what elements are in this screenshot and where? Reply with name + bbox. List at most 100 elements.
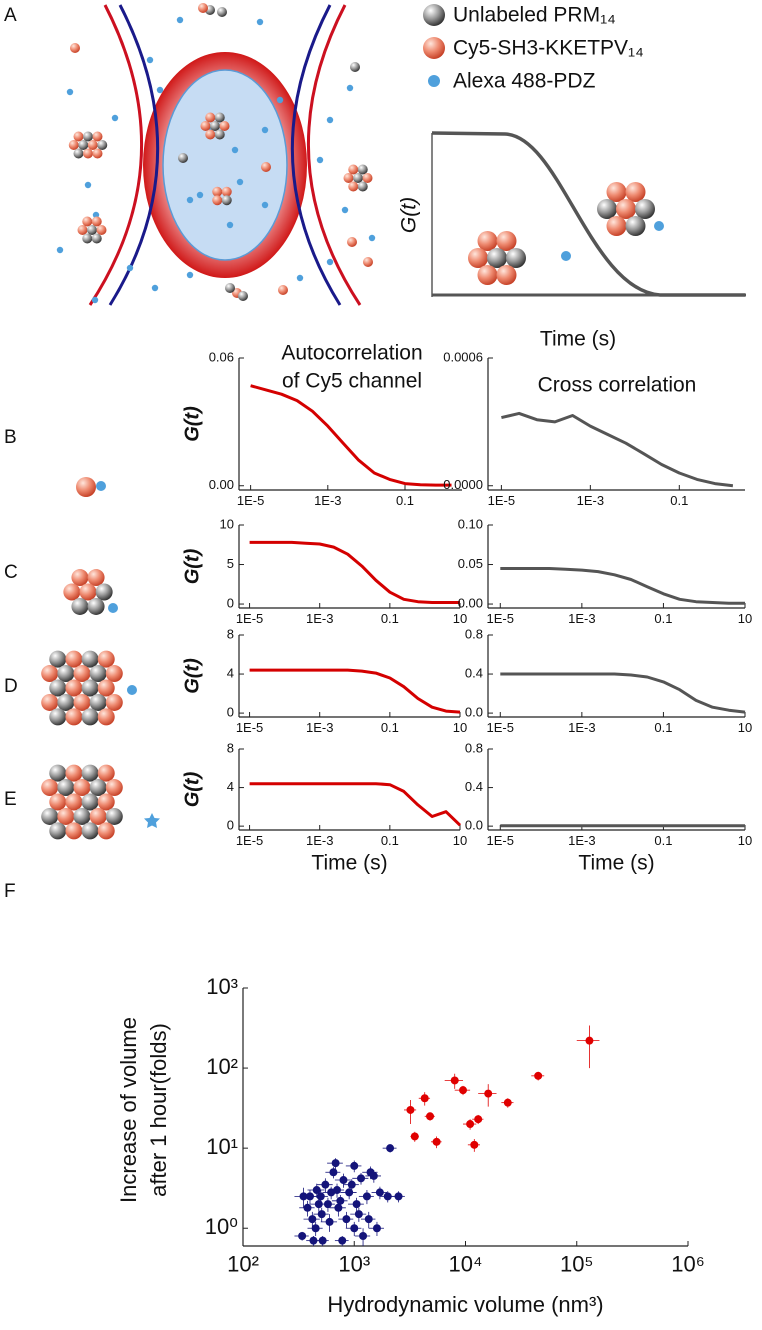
y-tick-label: 4 — [227, 779, 234, 794]
particle — [210, 121, 220, 131]
legend-icon — [428, 75, 440, 87]
x-tick-label: 1E-5 — [488, 493, 515, 508]
data-line — [501, 411, 734, 488]
data-line — [249, 782, 462, 827]
particle — [65, 650, 83, 668]
particle — [196, 191, 204, 199]
x-tick-label: 1E-5 — [236, 611, 263, 626]
particle — [81, 764, 99, 782]
data-line — [249, 668, 461, 714]
particle — [82, 233, 93, 244]
y-tick-label: 0 — [227, 818, 234, 833]
x-tick-label: 1E-5 — [237, 493, 264, 508]
particle — [82, 216, 93, 227]
particle — [231, 146, 239, 154]
x-tick-label: 10³ — [338, 1252, 370, 1277]
point — [339, 1176, 348, 1185]
x-tick-label: 1E-5 — [487, 611, 514, 626]
point — [369, 1171, 378, 1180]
y-tick-label: 0.05 — [458, 556, 483, 571]
particle — [87, 597, 105, 615]
point — [308, 1215, 317, 1224]
point — [336, 1196, 345, 1205]
y-axis-label: G(t) — [398, 197, 421, 233]
point — [347, 1180, 356, 1189]
x-tick-label: 1E-3 — [306, 720, 333, 735]
x-tick-label: 10⁵ — [560, 1252, 594, 1277]
point — [484, 1089, 493, 1098]
particle — [79, 583, 97, 601]
particle — [76, 477, 96, 497]
x-tick-label: 0.1 — [381, 720, 399, 735]
particle — [97, 679, 115, 697]
x-tick-label: 10 — [738, 833, 752, 848]
particle — [357, 164, 368, 175]
particle — [343, 173, 354, 183]
particle — [496, 231, 517, 251]
particle — [219, 121, 230, 131]
point — [585, 1036, 594, 1045]
particle — [49, 708, 67, 726]
data-line — [250, 384, 452, 487]
y-tick-label: 0.00 — [209, 477, 234, 492]
x-tick-label: 10 — [453, 833, 467, 848]
particle — [316, 156, 324, 164]
particle — [348, 164, 359, 175]
particle — [81, 822, 99, 840]
particle — [178, 153, 188, 163]
x-tick-label: 0.1 — [654, 833, 672, 848]
point — [331, 1159, 340, 1168]
data-line — [249, 540, 460, 604]
y-tick-label: 10⁰ — [205, 1214, 238, 1239]
particle — [81, 793, 99, 811]
y-axis-label: G(t) — [181, 406, 203, 442]
particle — [49, 793, 67, 811]
point — [325, 1217, 334, 1226]
particle — [81, 679, 99, 697]
point — [375, 1188, 384, 1197]
particle — [186, 271, 194, 279]
particle — [236, 178, 244, 186]
particle — [212, 195, 223, 206]
particle — [561, 251, 571, 261]
particle — [97, 140, 108, 150]
point — [410, 1132, 419, 1141]
y-tick-label: 0.0006 — [443, 349, 483, 364]
particle — [87, 140, 98, 150]
x-tick-label: 1E-5 — [487, 720, 514, 735]
x-tick-label: 1E-3 — [306, 611, 333, 626]
particle — [635, 199, 655, 219]
particle — [89, 807, 107, 825]
particle — [97, 650, 115, 668]
y-tick-label: 0.4 — [465, 779, 483, 794]
particle — [87, 569, 105, 587]
particle — [97, 764, 115, 782]
particle — [487, 248, 507, 268]
confocal-schematic — [88, 4, 362, 306]
particle — [65, 822, 83, 840]
y-tick-label: 8 — [227, 626, 234, 641]
point — [333, 1186, 342, 1195]
legend-text: Alexa 488-PDZ — [453, 70, 596, 93]
x-tick-label: 1E-3 — [314, 493, 341, 508]
particle — [78, 140, 89, 150]
legend-text: Cy5-SH3-KKETPV₁₄ — [453, 37, 644, 60]
particle — [606, 182, 627, 202]
schematic-plot: G(t) Time (s) — [398, 131, 746, 351]
panel-letters: A B C D E F — [4, 5, 18, 902]
point — [342, 1215, 351, 1224]
particle — [57, 779, 75, 797]
point — [321, 1180, 330, 1189]
particle — [41, 807, 59, 825]
point — [420, 1094, 429, 1103]
particle — [347, 237, 357, 247]
particle — [205, 112, 216, 123]
particle — [105, 779, 123, 797]
point — [534, 1071, 543, 1080]
x-tick-label: 1E-3 — [568, 611, 595, 626]
point — [316, 1192, 325, 1201]
particle — [477, 231, 498, 251]
x-tick-label: 10 — [738, 611, 752, 626]
particle — [606, 216, 627, 236]
y-axis-label: after 1 hour(folds) — [146, 1023, 171, 1197]
